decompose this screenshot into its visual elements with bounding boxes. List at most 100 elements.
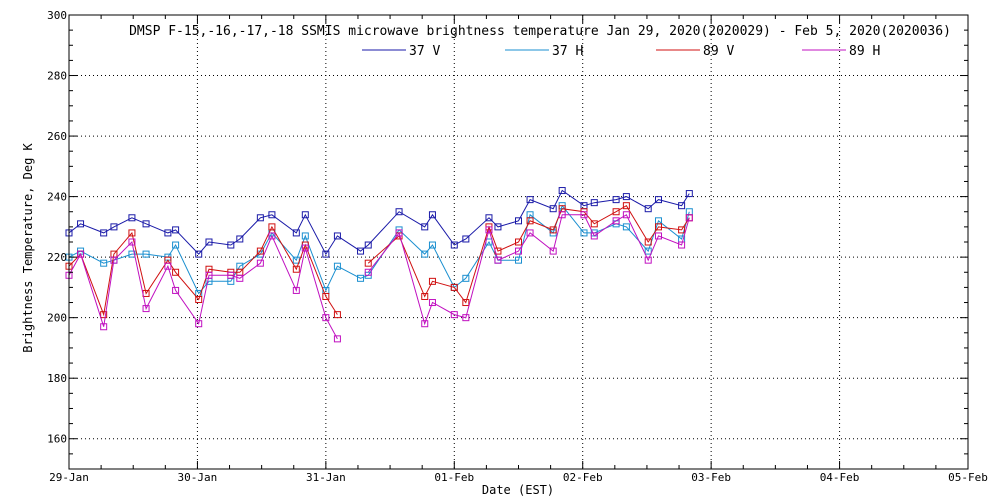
- data-point-89h: [395, 229, 403, 237]
- data-point-37v: [644, 205, 652, 213]
- legend-label-37h: 37 H: [552, 44, 583, 59]
- data-point-89v: [644, 238, 652, 246]
- y-axis-label: Brightness Temperature, Deg K: [21, 142, 35, 352]
- data-point-89h: [549, 247, 557, 255]
- data-point-89h: [450, 311, 458, 319]
- y-tick-label: 300: [47, 9, 67, 22]
- x-tick-label: 02-Feb: [563, 471, 603, 484]
- series-89h: [65, 211, 693, 343]
- data-point-89v: [549, 226, 557, 234]
- data-point-89h: [644, 256, 652, 264]
- data-point-37v: [236, 235, 244, 243]
- x-tick-label: 04-Feb: [820, 471, 860, 484]
- data-point-89h: [236, 274, 244, 282]
- data-point-37v: [654, 196, 662, 204]
- data-point-37h: [301, 232, 309, 240]
- x-tick-label: 31-Jan: [306, 471, 346, 484]
- data-point-89v: [322, 292, 330, 300]
- data-point-37v: [590, 199, 598, 207]
- legend: 37 V 37 H 89 V 89 H: [362, 44, 880, 59]
- data-point-89v: [526, 217, 534, 225]
- data-point-37v: [395, 208, 403, 216]
- data-point-89v: [292, 265, 300, 273]
- data-point-37v: [292, 229, 300, 237]
- data-point-89h: [526, 229, 534, 237]
- data-point-89h: [462, 314, 470, 322]
- y-tick-label: 240: [47, 191, 67, 204]
- data-point-37v: [195, 250, 203, 258]
- data-point-37v: [205, 238, 213, 246]
- y-tick-label: 280: [47, 70, 67, 83]
- data-point-37v: [364, 241, 372, 249]
- data-point-89v: [364, 259, 372, 267]
- chart-title: DMSP F-15,-16,-17,-18 SSMIS microwave br…: [129, 24, 951, 39]
- data-point-89h: [622, 211, 630, 219]
- data-point-37v: [142, 220, 150, 228]
- data-point-89v: [678, 226, 686, 234]
- series-line-89v: [367, 205, 690, 304]
- data-point-37v: [450, 241, 458, 249]
- data-point-37v: [485, 214, 493, 222]
- data-point-89h: [364, 268, 372, 276]
- data-point-37h: [515, 256, 522, 264]
- data-point-89v: [100, 311, 108, 319]
- data-point-89v: [172, 268, 180, 276]
- data-point-89h: [205, 271, 213, 279]
- x-tick-label: 03-Feb: [691, 471, 731, 484]
- data-point-37v: [164, 229, 172, 237]
- data-point-89h: [590, 232, 598, 240]
- data-point-37v: [428, 211, 436, 219]
- x-tick-label: 05-Feb: [948, 471, 988, 484]
- data-point-89h: [558, 211, 566, 219]
- data-point-89v: [428, 277, 436, 285]
- data-point-89h: [100, 323, 108, 331]
- data-point-37v: [685, 190, 693, 198]
- data-point-37h: [622, 223, 630, 231]
- data-point-37h: [357, 274, 365, 282]
- x-tick-label: 29-Jan: [49, 471, 89, 484]
- data-point-89h: [227, 271, 235, 279]
- legend-label-37v: 37 V: [409, 44, 440, 59]
- y-tick-label: 160: [47, 433, 67, 446]
- data-point-89h: [301, 244, 309, 252]
- legend-label-89h: 89 H: [849, 44, 880, 59]
- data-point-89h: [685, 214, 693, 222]
- data-point-89v: [612, 208, 620, 216]
- data-point-37h: [428, 241, 436, 249]
- data-point-89h: [678, 241, 686, 249]
- data-point-89v: [195, 296, 203, 304]
- data-point-37v: [494, 223, 502, 231]
- y-tick-label: 200: [47, 312, 67, 325]
- data-point-89v: [128, 229, 136, 237]
- data-point-37v: [678, 202, 686, 210]
- data-point-37v: [526, 196, 534, 204]
- ticks: 29-Jan 30-Jan 31-Jan 01-Feb 02-Feb 03-Feb 04-F…: [47, 9, 988, 484]
- x-tick-label: 01-Feb: [434, 471, 474, 484]
- data-point-37v: [301, 211, 309, 219]
- series-line-89v: [68, 225, 338, 317]
- data-point-37v: [227, 241, 235, 249]
- data-point-89v: [590, 220, 598, 228]
- series-layer: [65, 187, 693, 343]
- data-point-89h: [580, 211, 588, 219]
- data-point-89v: [515, 238, 522, 246]
- data-point-37v: [549, 205, 557, 213]
- y-tick-label: 260: [47, 130, 67, 143]
- x-axis-label: Date (EST): [482, 483, 554, 497]
- data-point-89h: [333, 335, 341, 343]
- data-point-37h: [421, 250, 429, 258]
- data-point-89h: [128, 238, 136, 246]
- data-point-89h: [428, 299, 436, 307]
- y-tick-label: 220: [47, 251, 67, 264]
- data-point-89h: [268, 232, 276, 240]
- data-point-89v: [462, 299, 470, 307]
- data-point-89v: [622, 202, 630, 210]
- data-point-89h: [77, 250, 85, 258]
- data-point-37v: [268, 211, 276, 219]
- data-point-89h: [164, 262, 172, 270]
- x-tick-label: 30-Jan: [178, 471, 218, 484]
- y-tick-label: 180: [47, 372, 67, 385]
- data-point-37h: [100, 259, 108, 267]
- data-point-89h: [485, 226, 493, 234]
